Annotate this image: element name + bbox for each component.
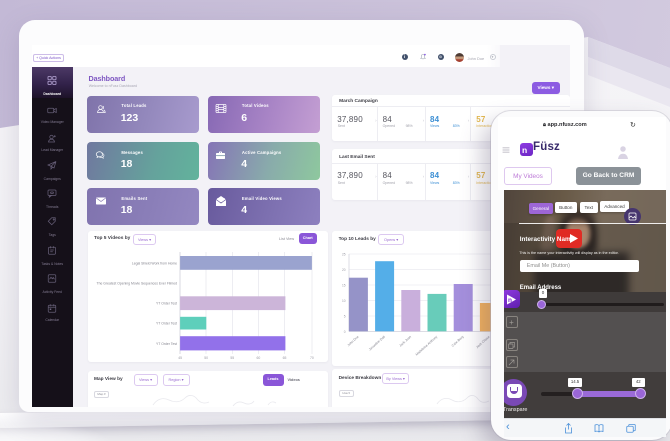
- svg-text:Cate Berg: Cate Berg: [451, 335, 465, 348]
- svg-text:0: 0: [344, 330, 346, 334]
- svg-text:10: 10: [342, 299, 346, 303]
- svg-text:YT Order Test: YT Order Test: [156, 322, 177, 326]
- svg-text:n: n: [508, 297, 512, 304]
- svg-text:John Doe: John Doe: [347, 335, 360, 348]
- svg-text:Jacueline Dali: Jacueline Dali: [368, 335, 386, 352]
- svg-text:50: 50: [204, 356, 208, 360]
- svg-text:15: 15: [342, 283, 346, 287]
- svg-text:65: 65: [283, 356, 287, 360]
- svg-text:Madeleine Anthony: Madeleine Anthony: [415, 335, 439, 357]
- svg-text:5: 5: [344, 314, 346, 318]
- svg-text:20: 20: [342, 268, 346, 272]
- svg-text:45: 45: [178, 356, 182, 360]
- svg-text:60: 60: [257, 356, 261, 360]
- svg-text:55: 55: [230, 356, 234, 360]
- svg-text:YT Order Test: YT Order Test: [156, 342, 177, 346]
- svg-text:YT Order Test: YT Order Test: [156, 302, 177, 306]
- svg-text:The Greatest Opening Movie Seq: The Greatest Opening Movie Sequences Eve…: [97, 282, 178, 286]
- svg-text:25: 25: [342, 252, 346, 256]
- svg-text:Jack Juan: Jack Juan: [398, 335, 412, 348]
- svg-text:70: 70: [310, 356, 314, 360]
- svg-text:Legal Shield Work from Home: Legal Shield Work from Home: [132, 261, 177, 265]
- svg-text:Jack Chase: Jack Chase: [475, 335, 491, 350]
